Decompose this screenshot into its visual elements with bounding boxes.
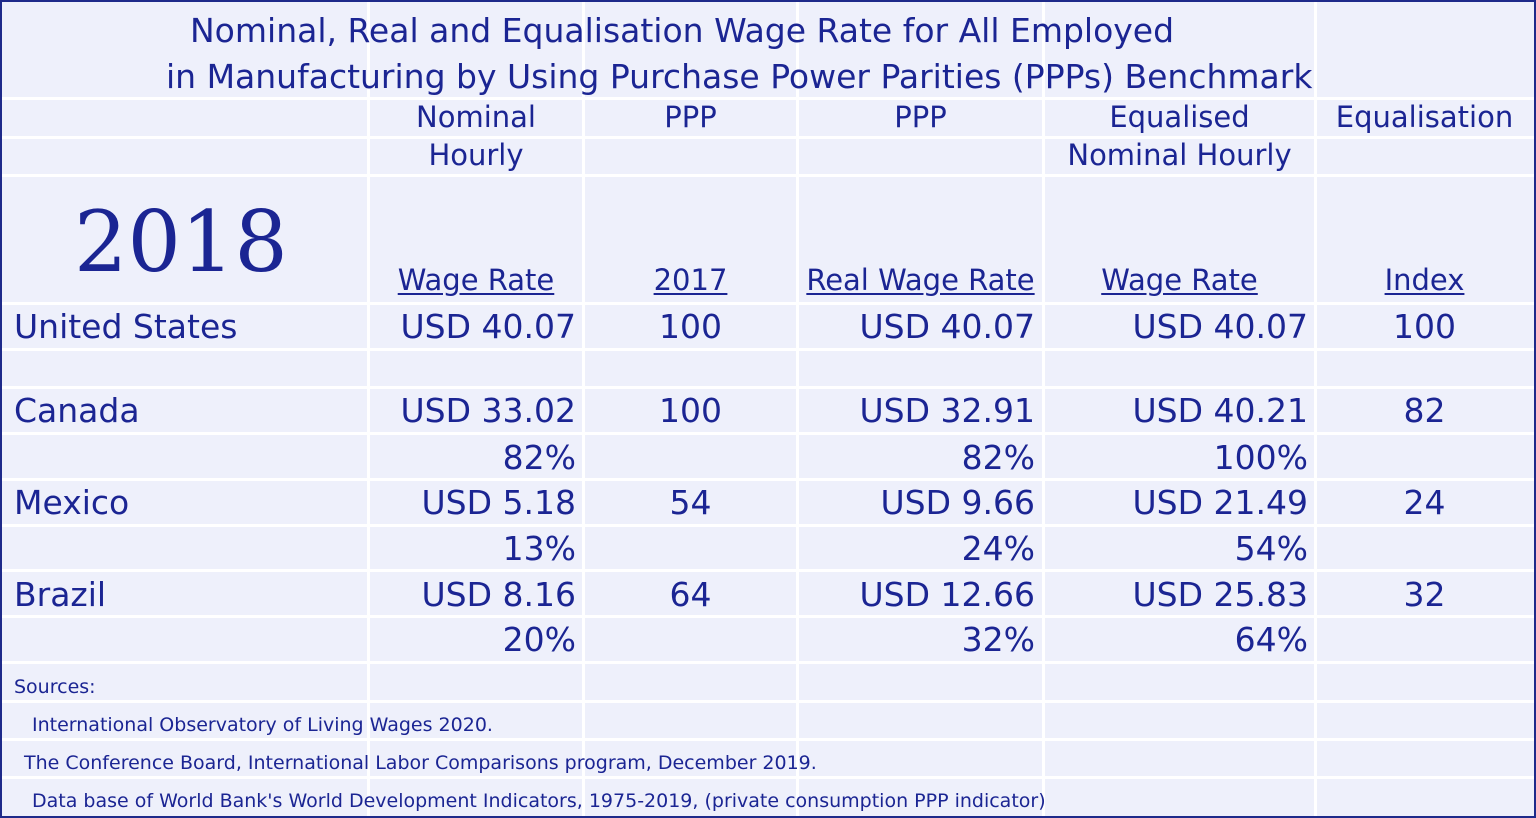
col1-header-mid: Hourly — [428, 138, 524, 172]
col4-header-top: Equalised — [1109, 100, 1250, 134]
grid-line — [2, 524, 1534, 527]
grid-line — [2, 478, 1534, 481]
grid-line — [2, 302, 1534, 305]
grid-line — [2, 432, 1534, 435]
table-cell: USD 40.07 — [400, 307, 576, 346]
table-cell: 54 — [669, 483, 712, 522]
table-cell: USD 33.02 — [400, 391, 576, 430]
grid-line — [1314, 2, 1317, 816]
col4-header-bottom: Wage Rate — [1101, 263, 1258, 297]
table-cell: USD 32.91 — [859, 391, 1035, 430]
col2-header-bottom: 2017 — [653, 263, 728, 297]
table-cell-percent: 13% — [502, 529, 576, 568]
grid-line — [2, 348, 1534, 351]
grid-line — [2, 615, 1534, 618]
table-cell: USD 25.83 — [1132, 575, 1308, 614]
row-label-mexico: Mexico — [14, 483, 130, 522]
table-cell-percent: 32% — [961, 620, 1035, 659]
table-cell-percent: 82% — [961, 438, 1035, 477]
table-cell: 82 — [1403, 391, 1446, 430]
table-cell-percent: 100% — [1213, 438, 1308, 477]
grid-line — [2, 97, 1534, 100]
table-cell-percent: 54% — [1234, 529, 1308, 568]
table-cell: USD 40.21 — [1132, 391, 1308, 430]
table-cell: USD 5.18 — [421, 483, 576, 522]
table-cell: 100 — [1393, 307, 1456, 346]
table-cell-percent: 82% — [502, 438, 576, 477]
table-cell: USD 40.07 — [1132, 307, 1308, 346]
table-cell-percent: 24% — [961, 529, 1035, 568]
grid-line — [2, 136, 1534, 139]
grid-line — [2, 738, 1534, 741]
col3-header-bottom: Real Wage Rate — [806, 263, 1035, 297]
table-cell: USD 9.66 — [880, 483, 1035, 522]
table-cell: 32 — [1403, 575, 1446, 614]
chart-title-line-2: in Manufacturing by Using Purchase Power… — [166, 57, 1313, 96]
table-cell: 100 — [659, 391, 722, 430]
source-line: The Conference Board, International Labo… — [24, 752, 817, 774]
source-line: Data base of World Bank's World Developm… — [32, 790, 1046, 812]
col3-header-top: PPP — [894, 100, 947, 134]
col4-header-mid: Nominal Hourly — [1067, 138, 1292, 172]
source-line: International Observatory of Living Wage… — [32, 714, 493, 736]
col2-header-top: PPP — [664, 100, 717, 134]
col5-header-top: Equalisation — [1335, 100, 1514, 134]
table-cell: USD 40.07 — [859, 307, 1035, 346]
grid-line — [2, 569, 1534, 572]
col5-header-bottom: Index — [1384, 263, 1465, 297]
table-cell: 64 — [669, 575, 712, 614]
table-cell: 24 — [1403, 483, 1446, 522]
grid-line — [2, 700, 1534, 703]
table-cell-percent: 20% — [502, 620, 576, 659]
col1-header-bottom: Wage Rate — [397, 263, 555, 297]
grid-line — [2, 174, 1534, 177]
grid-line — [1042, 2, 1045, 816]
grid-line — [2, 386, 1534, 389]
col1-header-top: Nominal — [416, 100, 536, 134]
chart-title-line-1: Nominal, Real and Equalisation Wage Rate… — [190, 11, 1175, 50]
table-cell-percent: 64% — [1234, 620, 1308, 659]
row-label-united-states: United States — [14, 307, 238, 346]
sources-heading: Sources: — [14, 676, 96, 698]
table-cell: USD 21.49 — [1132, 483, 1308, 522]
row-label-canada: Canada — [14, 391, 140, 430]
table-cell: USD 8.16 — [421, 575, 576, 614]
grid-line — [367, 2, 370, 816]
table-cell: USD 12.66 — [859, 575, 1035, 614]
table-cell: 100 — [659, 307, 722, 346]
grid-line — [796, 2, 799, 816]
row-label-brazil: Brazil — [14, 575, 107, 614]
year-label: 2018 — [74, 193, 288, 291]
grid-line — [2, 776, 1534, 779]
grid-line — [2, 661, 1534, 664]
grid-line — [582, 2, 585, 816]
